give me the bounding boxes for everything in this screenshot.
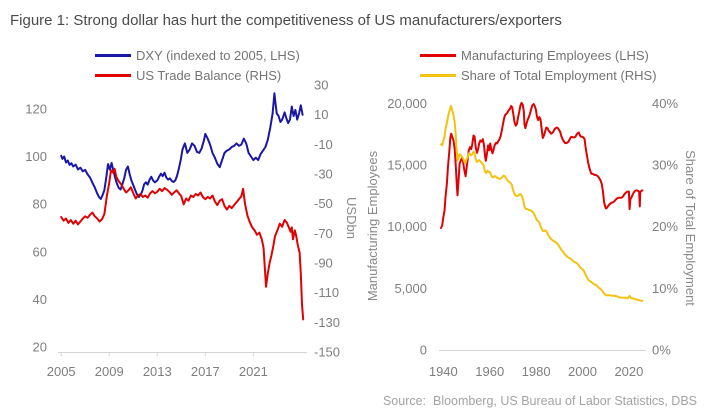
- x-tick-label: 2020: [614, 364, 643, 379]
- legend-line-swatch: [95, 74, 131, 77]
- right-axis-tick-label: -70: [314, 226, 333, 241]
- right-axis-tick-label: 10%: [652, 281, 678, 296]
- left-axis-tick-label: 120: [25, 101, 47, 116]
- left-axis-tick-label: 40: [33, 292, 47, 307]
- legend-left-chart: DXY (indexed to 2005, LHS) US Trade Balan…: [95, 48, 300, 83]
- left-axis-tick-label: 100: [25, 149, 47, 164]
- legend-label: US Trade Balance (RHS): [136, 68, 282, 83]
- left-axis-tick-label: 20,000: [387, 96, 427, 111]
- left-axis-tick-label: 10,000: [387, 219, 427, 234]
- right-axis-tick-label: -150: [314, 345, 340, 360]
- right-axis-tick-label: -30: [314, 167, 333, 182]
- x-tick-label: 2005: [47, 364, 76, 379]
- series-line: [440, 101, 644, 229]
- right-axis-tick-label: 20%: [652, 219, 678, 234]
- x-tick-label: 2000: [568, 364, 597, 379]
- legend-item: Manufacturing Employees (LHS): [420, 48, 657, 63]
- legend-label: DXY (indexed to 2005, LHS): [136, 48, 300, 63]
- series-line: [440, 105, 644, 302]
- right-axis-title: USDbn: [344, 197, 359, 239]
- right-axis-tick-label: 40%: [652, 96, 678, 111]
- left-axis-tick-label: 60: [33, 244, 47, 259]
- series-line: [60, 92, 304, 200]
- x-tick-label: 2021: [239, 364, 268, 379]
- left-axis-tick-label: 80: [33, 197, 47, 212]
- x-tick-label: 1980: [522, 364, 551, 379]
- right-axis-tick-label: -110: [314, 285, 339, 300]
- legend-item: Share of Total Employment (RHS): [420, 68, 657, 83]
- right-axis-title: Share of Total Employment: [683, 150, 698, 306]
- figure-title: Figure 1: Strong dollar has hurt the com…: [10, 12, 562, 29]
- right-axis-tick-label: -10: [314, 137, 333, 152]
- x-tick-label: 1940: [429, 364, 458, 379]
- legend-label: Share of Total Employment (RHS): [461, 68, 657, 83]
- chart-manufacturing-employment: 1940 1960 1980 2000 2020 20,000 15,000 10,000 5,…: [365, 96, 698, 379]
- left-axis-tick-label: 5,000: [394, 281, 427, 296]
- x-tick-label: 2009: [95, 364, 124, 379]
- left-axis-tick-label: 15,000: [387, 158, 427, 173]
- chart-dxy-trade-balance: 2005 2009 2013 2017 2021 120 100 80 60 40 20 30 10 -1…: [25, 78, 359, 380]
- series-line: [60, 167, 305, 321]
- legend-line-swatch: [420, 74, 456, 77]
- right-axis-tick-label: -50: [314, 196, 333, 211]
- x-tick-label: 2017: [191, 364, 220, 379]
- x-tick-label: 1960: [475, 364, 504, 379]
- legend-line-swatch: [420, 54, 456, 57]
- legend-label: Manufacturing Employees (LHS): [461, 48, 649, 63]
- right-axis-tick-label: 10: [314, 107, 328, 122]
- right-axis-tick-label: -90: [314, 256, 333, 271]
- left-axis-title: Manufacturing Employees: [365, 150, 380, 301]
- legend-line-swatch: [95, 54, 131, 57]
- right-axis-tick-label: 0%: [652, 343, 671, 358]
- left-axis-tick-label: 0: [420, 343, 427, 358]
- legend-item: US Trade Balance (RHS): [95, 68, 300, 83]
- right-axis-tick-label: 30%: [652, 158, 678, 173]
- left-axis-tick-label: 20: [33, 340, 47, 355]
- legend-right-chart: Manufacturing Employees (LHS) Share of To…: [420, 48, 657, 83]
- x-tick-label: 2013: [143, 364, 172, 379]
- source-note: Source: Bloomberg, US Bureau of Labor St…: [382, 394, 697, 408]
- right-axis-tick-label: 30: [314, 78, 328, 93]
- right-axis-tick-label: -130: [314, 315, 340, 330]
- legend-item: DXY (indexed to 2005, LHS): [95, 48, 300, 63]
